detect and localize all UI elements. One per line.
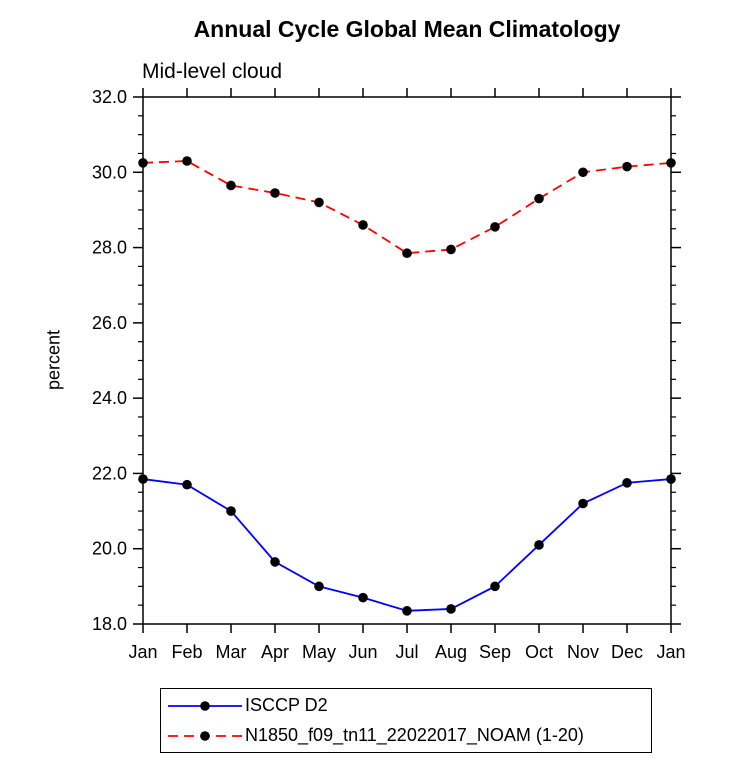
x-tick-label: Aug [435,642,467,662]
data-point-s1-12 [666,158,676,168]
legend-marker [200,700,210,711]
data-point-s0-9 [534,540,544,550]
data-point-s0-10 [578,498,588,509]
data-point-s1-7 [446,244,456,255]
data-point-s0-0 [138,474,148,484]
data-point-s0-11 [622,478,632,488]
data-point-s0-12 [666,474,676,484]
legend-row-model: N1850_f09_tn11_22022017_NOAM (1-20) [165,721,651,751]
legend-line-sample-dashed [168,730,242,741]
data-point-s1-5 [358,220,368,230]
x-tick-label: Feb [171,642,202,662]
legend-row-isccp: ISCCP D2 [165,691,651,721]
data-point-s1-11 [622,161,632,172]
data-point-s0-3 [270,557,280,567]
data-point-s0-6 [402,606,412,616]
y-tick-label: 20.0 [92,539,127,559]
y-tick-label: 32.0 [92,87,127,107]
y-tick-label: 24.0 [92,388,127,408]
data-point-s1-8 [490,222,500,232]
data-point-s0-2 [226,506,236,516]
data-point-s1-10 [578,167,588,178]
data-point-s1-0 [138,158,148,168]
plot-frame [142,96,672,625]
legend-label: ISCCP D2 [245,695,328,715]
y-tick-label: 30.0 [92,162,127,182]
series-line-1 [142,160,672,255]
chart-title: Annual Cycle Global Mean Climatology [193,16,621,42]
legend-box: ISCCP D2 N1850_f09_tn11_22022017_NOAM (1… [160,688,652,753]
x-tick-label: Mar [216,642,247,662]
y-tick-label: 26.0 [92,313,127,333]
data-point-s1-4 [314,197,324,208]
x-tick-label: Sep [479,642,511,662]
legend-marker [200,730,210,741]
y-tick-label: 18.0 [92,614,127,634]
x-tick-label: Jan [656,642,685,662]
x-tick-label: Oct [525,642,553,662]
x-tick-label: Jul [395,642,418,662]
legend-line-sample-solid [168,700,242,711]
data-point-s0-7 [446,604,456,614]
data-point-s0-4 [314,581,324,592]
data-point-s1-9 [534,193,544,204]
legend-label: N1850_f09_tn11_22022017_NOAM (1-20) [245,725,584,745]
data-point-s0-5 [358,592,368,603]
x-tick-label: May [302,642,336,662]
chart-subtitle: Mid-level cloud [142,60,283,83]
data-point-s0-1 [182,479,192,490]
y-tick-label: 22.0 [92,463,127,483]
data-point-s1-1 [182,156,192,166]
data-point-s0-8 [490,581,500,592]
series-line-0 [142,478,672,612]
x-tick-label: Apr [261,642,289,662]
x-tick-label: Dec [611,642,643,662]
y-tick-label: 28.0 [92,238,127,258]
data-point-s1-2 [226,180,236,191]
data-point-s1-6 [402,248,412,259]
x-tick-label: Nov [567,642,599,662]
x-tick-label: Jun [348,642,377,662]
x-tick-label: Jan [128,642,157,662]
data-point-s1-3 [270,188,280,198]
